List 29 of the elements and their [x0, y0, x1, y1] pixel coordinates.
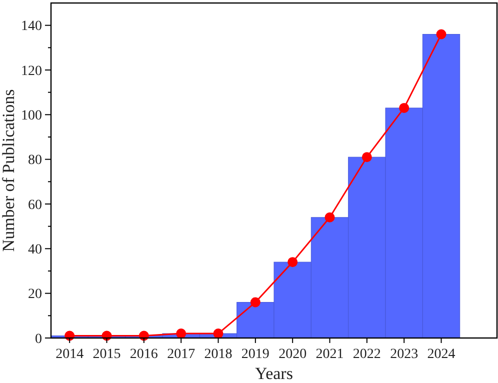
- x-tick-label: 2024: [427, 347, 456, 362]
- point: [250, 297, 260, 308]
- point: [362, 152, 372, 162]
- x-tick-label: 2017: [167, 347, 196, 362]
- point: [436, 29, 446, 40]
- y-tick-label: 140: [21, 19, 42, 34]
- point: [399, 102, 410, 113]
- y-axis-title: Number of Publications: [0, 89, 18, 252]
- y-tick-label: 60: [28, 198, 42, 213]
- x-axis-title: Years: [255, 364, 293, 383]
- y-tick-label: 40: [28, 242, 42, 258]
- y-tick-label: 80: [28, 153, 42, 168]
- point: [324, 212, 335, 222]
- y-tick-label: 100: [21, 108, 42, 124]
- x-tick-label: 2015: [92, 347, 121, 362]
- x-tick-label: 2016: [130, 347, 158, 362]
- y-tick-label: 120: [21, 64, 42, 79]
- point: [288, 257, 298, 268]
- y-tick-label: 20: [28, 287, 42, 302]
- x-tick-label: 2014: [56, 347, 84, 362]
- x-tick-label: 2023: [390, 347, 418, 362]
- y-tick-label: 0: [35, 332, 42, 347]
- point: [213, 328, 224, 339]
- x-tick-label: 2018: [204, 347, 232, 362]
- x-tick-label: 2021: [316, 347, 344, 362]
- x-tick-label: 2020: [278, 347, 307, 362]
- point: [176, 328, 186, 339]
- x-tick-label: 2019: [241, 347, 270, 362]
- x-tick-label: 2022: [352, 347, 381, 362]
